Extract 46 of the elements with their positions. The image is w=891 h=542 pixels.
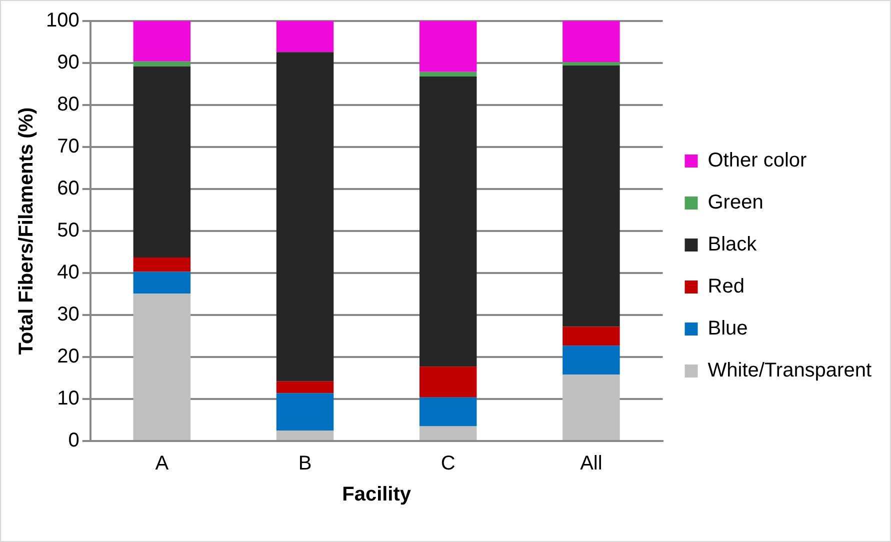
- bar: [276, 52, 334, 382]
- x-tick-label: A: [155, 452, 170, 475]
- y-tick-label: 0: [68, 430, 80, 452]
- bar: [133, 272, 191, 294]
- bar: [276, 393, 334, 430]
- bar: [419, 21, 477, 72]
- y-tick-label: 100: [46, 10, 80, 32]
- legend-label: Black: [708, 234, 758, 256]
- bar: [419, 76, 477, 367]
- bar: [133, 294, 191, 440]
- bar: [133, 66, 191, 258]
- y-tick-label: 20: [57, 346, 80, 368]
- bar: [562, 374, 620, 440]
- bar: [419, 397, 477, 426]
- y-tick-label: 90: [57, 52, 80, 74]
- legend-label: Red: [708, 276, 744, 298]
- bar: [562, 62, 620, 66]
- x-tick-label: All: [580, 452, 602, 475]
- y-tick-label: 70: [57, 136, 80, 158]
- y-axis-title: Total Fibers/Filaments (%): [16, 107, 38, 355]
- bar: [133, 61, 191, 66]
- y-tick-label: 60: [57, 178, 80, 200]
- bar: [133, 21, 191, 62]
- legend-label: Blue: [708, 318, 748, 340]
- y-tick-label: 40: [57, 262, 80, 284]
- legend-label: White/Transparent: [708, 360, 872, 382]
- y-tick-label: 10: [57, 388, 80, 410]
- bar: [419, 426, 477, 440]
- x-tick-label: C: [440, 452, 456, 475]
- bar: [562, 326, 620, 346]
- x-tick-label: B: [298, 452, 312, 475]
- y-tick-label: 80: [57, 94, 80, 116]
- bar: [276, 21, 334, 52]
- bar: [276, 430, 334, 440]
- y-tick-label: 50: [57, 220, 80, 242]
- bar: [133, 257, 191, 272]
- bar: [419, 72, 477, 76]
- y-tick-label: 30: [57, 304, 80, 326]
- x-axis-title: Facility: [342, 484, 412, 506]
- bar: [419, 366, 477, 398]
- bar: [276, 381, 334, 394]
- bar: [562, 346, 620, 375]
- bar: [562, 21, 620, 62]
- bar: [562, 66, 620, 327]
- legend-label: Green: [708, 192, 764, 214]
- legend-label: Other color: [708, 150, 808, 172]
